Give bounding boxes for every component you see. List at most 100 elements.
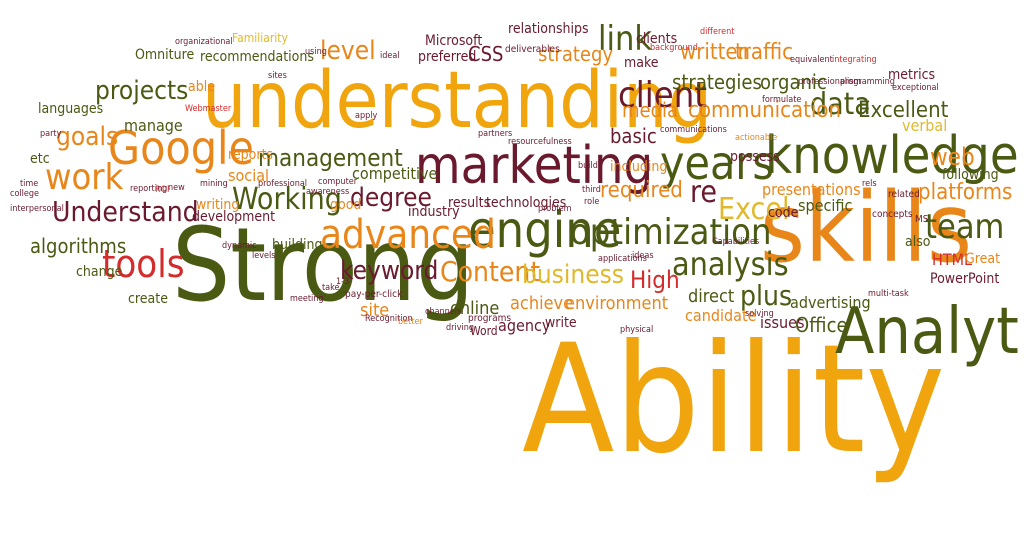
- word-dynamic: dynamic: [222, 241, 257, 251]
- word-direct: direct: [688, 286, 735, 307]
- word-new: new: [168, 183, 185, 193]
- word-webmaster: Webmaster: [185, 104, 232, 114]
- word-analysis: analysis: [672, 245, 789, 283]
- word-integrating: integrating: [832, 55, 877, 65]
- word-competitive: competitive: [352, 164, 438, 183]
- word-rels: rels: [862, 179, 877, 189]
- word-content: Content: [440, 255, 541, 288]
- word-languages: languages: [38, 101, 104, 117]
- word-omniture: Omniture: [135, 47, 195, 63]
- word-reporting: reporting: [130, 184, 168, 194]
- word-actionable: actionable: [735, 133, 778, 143]
- word-communications: communications: [660, 125, 727, 135]
- word-tools: tools: [102, 242, 185, 286]
- word-take: take: [322, 283, 340, 293]
- word-years: years: [660, 136, 774, 190]
- word-programs: programs: [468, 313, 512, 324]
- word-marketing: marketing: [415, 136, 654, 196]
- word-professional: professional: [258, 179, 308, 189]
- word-writing: writing: [196, 197, 240, 213]
- word-recognition: Recognition: [365, 314, 413, 324]
- word-recommendations: recommendations: [200, 49, 314, 65]
- word-algorithms: algorithms: [30, 234, 127, 258]
- word-high: High: [630, 266, 680, 294]
- word-css: CSS: [468, 42, 504, 66]
- word-possess: possess: [730, 149, 780, 165]
- word-different: different: [700, 27, 735, 37]
- word-manage: manage: [124, 116, 183, 135]
- word-knowledge: knowledge: [765, 126, 1019, 186]
- word-engine: engine: [468, 201, 622, 259]
- word-deliverables: deliverables: [505, 44, 560, 55]
- word-levels: levels: [252, 251, 276, 261]
- word-familiarity: Familiarity: [232, 31, 288, 45]
- word-professionalism: professionalism: [798, 77, 862, 87]
- word-reports: reports: [228, 147, 273, 163]
- word-word: Word: [470, 324, 498, 338]
- word-college: college: [10, 189, 40, 199]
- word-apply: apply: [355, 111, 378, 121]
- word-environment: environment: [565, 293, 669, 314]
- word-better: better: [398, 317, 423, 327]
- word-plus: plus: [740, 279, 793, 312]
- word-development: development: [192, 209, 276, 225]
- word-html: HTML: [932, 250, 973, 269]
- word-team: team: [925, 207, 1005, 247]
- word-computer: computer: [318, 177, 358, 187]
- word-meeting: meeting: [290, 294, 324, 304]
- word-including: including: [610, 159, 668, 175]
- word-powerpoint: PowerPoint: [930, 271, 1000, 287]
- word-web: web: [930, 143, 975, 171]
- word-level: level: [320, 36, 376, 66]
- word-platforms: platforms: [918, 180, 1013, 205]
- word-advanced: advanced: [320, 212, 496, 258]
- word-capabilities: Capabilities: [712, 237, 760, 247]
- word-working: Working: [232, 182, 342, 217]
- word-technologies: technologies: [486, 195, 567, 211]
- word-microsoft: Microsoft: [425, 33, 483, 49]
- word-exceptional: exceptional: [892, 83, 939, 93]
- word-organic: organic: [760, 70, 827, 94]
- word-excellent: Excellent: [858, 98, 949, 123]
- word-media: media: [622, 98, 679, 122]
- word-strategy: strategy: [538, 42, 614, 66]
- word-relationships: relationships: [508, 21, 589, 37]
- word-change: change: [76, 264, 123, 280]
- word-ms: MS: [915, 214, 929, 225]
- word-ability: Ability: [522, 313, 946, 487]
- word-office: Office: [795, 313, 848, 337]
- word-management: management: [258, 144, 403, 172]
- word-basic: basic: [610, 124, 657, 148]
- word-code: code: [768, 205, 799, 221]
- word-traffic: traffic: [735, 40, 794, 65]
- word-required: required: [600, 178, 683, 203]
- word-client: client: [618, 75, 707, 116]
- word-optimization: optimization: [570, 212, 772, 253]
- word-solving: solving: [745, 309, 774, 319]
- word-able: able: [188, 79, 215, 95]
- word-presentations: presentations: [762, 180, 861, 199]
- word-problem: problem: [538, 204, 572, 214]
- word-re: re: [690, 175, 718, 210]
- word-make: make: [624, 55, 659, 71]
- word-candidate: candidate: [685, 306, 757, 325]
- word-driving: driving: [446, 323, 475, 333]
- word-physical: physical: [620, 325, 654, 335]
- word-social: social: [228, 166, 270, 185]
- word-using: using: [305, 47, 327, 57]
- word-strong: Strong: [172, 206, 475, 325]
- word-sites: sites: [268, 71, 287, 81]
- word-related: related: [888, 189, 920, 200]
- word-write: write: [545, 315, 577, 331]
- word-goals: goals: [56, 122, 119, 152]
- word-concepts: concepts: [872, 209, 913, 220]
- word-awareness: awareness: [306, 187, 350, 197]
- word-specific: specific: [798, 196, 853, 215]
- word-role: role: [584, 197, 600, 207]
- word-partners: partners: [478, 129, 513, 139]
- word-advertising: advertising: [790, 293, 871, 312]
- word-online: online: [450, 298, 500, 319]
- word-link: link: [598, 19, 653, 59]
- word-third: third: [582, 185, 601, 195]
- word-verbal: verbal: [902, 116, 948, 135]
